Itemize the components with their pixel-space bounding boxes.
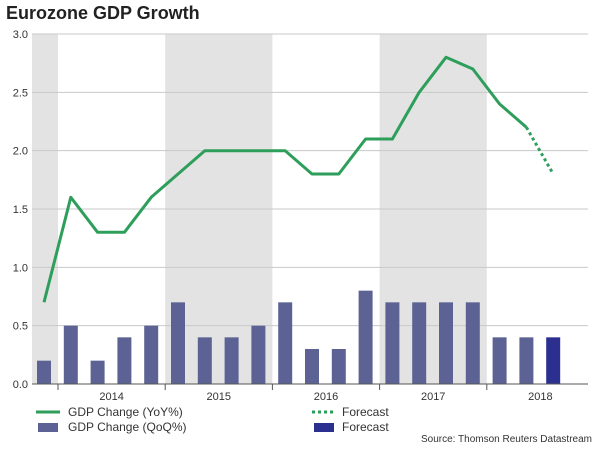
y-tick-label: 0.5: [13, 321, 28, 333]
line-series: [42, 55, 555, 303]
x-tick-label: 2018: [528, 391, 552, 403]
bar-qoq: [492, 337, 507, 384]
bar-qoq: [519, 337, 534, 384]
bar-qoq: [385, 302, 400, 384]
y-tick-label: 1.0: [13, 262, 28, 274]
bar-qoq: [37, 360, 51, 384]
legend-label-yoy: GDP Change (YoY%): [68, 405, 183, 419]
bar-qoq: [144, 325, 159, 384]
legend-label-forecast-line: Forecast: [342, 405, 389, 419]
bar-qoq: [197, 337, 212, 384]
bar-qoq: [331, 349, 346, 384]
bar-qoq: [63, 325, 78, 384]
x-tick-label: 2014: [99, 391, 123, 403]
y-tick-label: 1.5: [13, 204, 28, 216]
y-tick-label: 3.0: [13, 29, 28, 41]
axes: 0.0 0.5 1.0 1.5 2.0 2.5 3.0 2014 2015 2016 2017 201…: [13, 29, 588, 403]
line-yoy: [42, 55, 528, 303]
line-forecast: [525, 126, 555, 175]
bar-qoq: [117, 337, 132, 384]
bar-qoq: [439, 302, 453, 384]
bar-qoq: [358, 290, 373, 384]
bar-qoq: [305, 349, 319, 384]
bar-qoq: [251, 325, 266, 384]
bar-qoq: [224, 337, 239, 384]
legend-label-forecast-bar: Forecast: [342, 420, 389, 434]
bar-series: [37, 290, 561, 384]
legend-label-qoq: GDP Change (QoQ%): [68, 420, 187, 434]
legend: GDP Change (YoY%) GDP Change (QoQ%) Fore…: [36, 405, 389, 434]
bar-qoq: [412, 302, 427, 384]
legend-swatch-qoq-bar: [38, 423, 58, 432]
source-note: Source: Thomson Reuters Datastream: [420, 434, 592, 445]
x-tick-label: 2015: [207, 391, 231, 403]
x-tick-label: 2017: [421, 391, 445, 403]
bar-qoq: [171, 302, 185, 384]
bar-qoq: [90, 360, 105, 384]
y-tick-label: 2.0: [13, 146, 28, 158]
y-tick-label: 0.0: [13, 379, 28, 391]
legend-swatch-forecast-bar: [314, 423, 334, 432]
bar-qoq: [465, 302, 480, 384]
x-tick-label: 2016: [314, 391, 338, 403]
y-tick-label: 2.5: [13, 87, 28, 99]
bar-qoq: [278, 302, 293, 384]
chart-title: Eurozone GDP Growth: [6, 3, 200, 23]
bar-forecast: [546, 337, 561, 384]
gridlines: [32, 33, 588, 385]
